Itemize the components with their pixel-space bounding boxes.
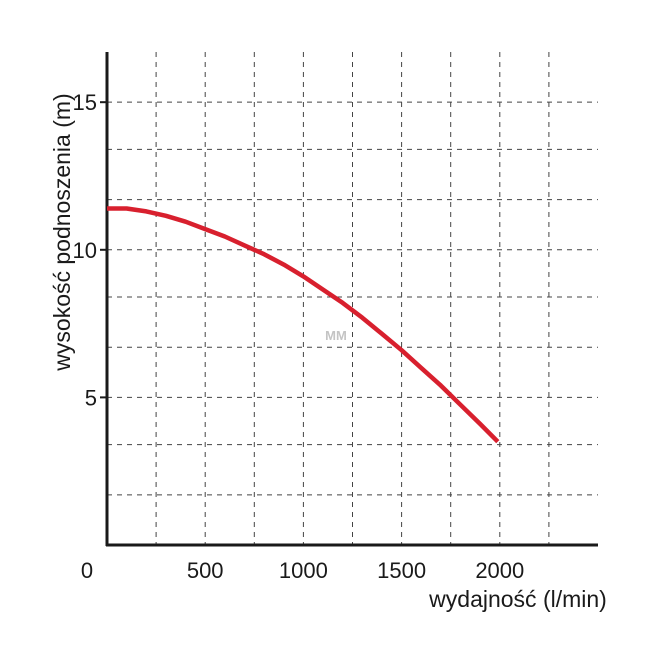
axes <box>100 52 598 547</box>
y-axis-label: wysokość podnoszenia (m) <box>49 93 75 371</box>
y-tick-label-10: 10 <box>73 238 97 263</box>
series-layer <box>107 206 500 444</box>
x-tick-label-1500: 1500 <box>377 558 426 583</box>
watermark-text: MM <box>325 328 347 343</box>
x-tick-label-0: 0 <box>81 558 93 583</box>
y-tick-label-5: 5 <box>85 385 97 410</box>
series-line-0 <box>107 206 500 444</box>
x-axis-label: wydajność (l/min) <box>428 586 607 612</box>
grid-lines <box>107 52 598 545</box>
y-tick-label-15: 15 <box>73 90 97 115</box>
x-tick-label-500: 500 <box>187 558 224 583</box>
x-tick-label-2000: 2000 <box>475 558 524 583</box>
x-tick-label-1000: 1000 <box>279 558 328 583</box>
tick-labels: 5 10 15 0 500 1000 1500 2000 <box>73 90 525 583</box>
